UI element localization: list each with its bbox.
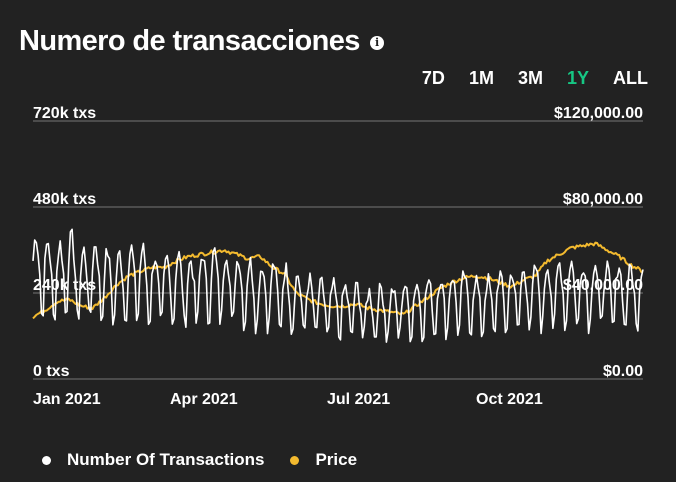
range-selector: 7D 1M 3M 1Y ALL (422, 68, 648, 89)
legend-dot-price (290, 455, 300, 465)
range-all-button[interactable]: ALL (613, 68, 648, 88)
y-left-tick-label: 480k txs (33, 191, 96, 208)
range-1y-button[interactable]: 1Y (566, 68, 589, 88)
legend-label-price: Price (315, 450, 358, 469)
info-icon[interactable]: i (369, 36, 384, 50)
legend-label-transactions: Number Of Transactions (67, 450, 265, 469)
legend-item-transactions[interactable]: Number Of Transactions (42, 450, 264, 470)
chart-legend: Number Of Transactions Price (42, 450, 383, 470)
title-text: Numero de transacciones (19, 25, 360, 57)
legend-item-price[interactable]: Price (290, 450, 357, 470)
page-title: Numero de transacciones i (19, 25, 384, 58)
y-right-tick-label: $80,000.00 (563, 191, 643, 208)
x-tick-label: Jul 2021 (327, 391, 390, 408)
y-right-tick-label: $120,000.00 (554, 105, 643, 122)
x-tick-label: Oct 2021 (476, 391, 543, 408)
range-3m-button[interactable]: 3M (517, 68, 543, 88)
y-right-tick-label: $40,000.00 (563, 277, 643, 294)
legend-dot-transactions (42, 455, 51, 465)
series-line-transactions (32, 228, 644, 343)
range-7d-button[interactable]: 7D (421, 68, 445, 88)
x-tick-label: Apr 2021 (170, 391, 238, 408)
y-right-tick-label: $0.00 (603, 363, 643, 380)
y-left-tick-label: 720k txs (33, 105, 96, 122)
x-tick-label: Jan 2021 (33, 391, 101, 408)
y-left-tick-label: 0 txs (33, 363, 70, 380)
range-1m-button[interactable]: 1M (468, 68, 494, 88)
